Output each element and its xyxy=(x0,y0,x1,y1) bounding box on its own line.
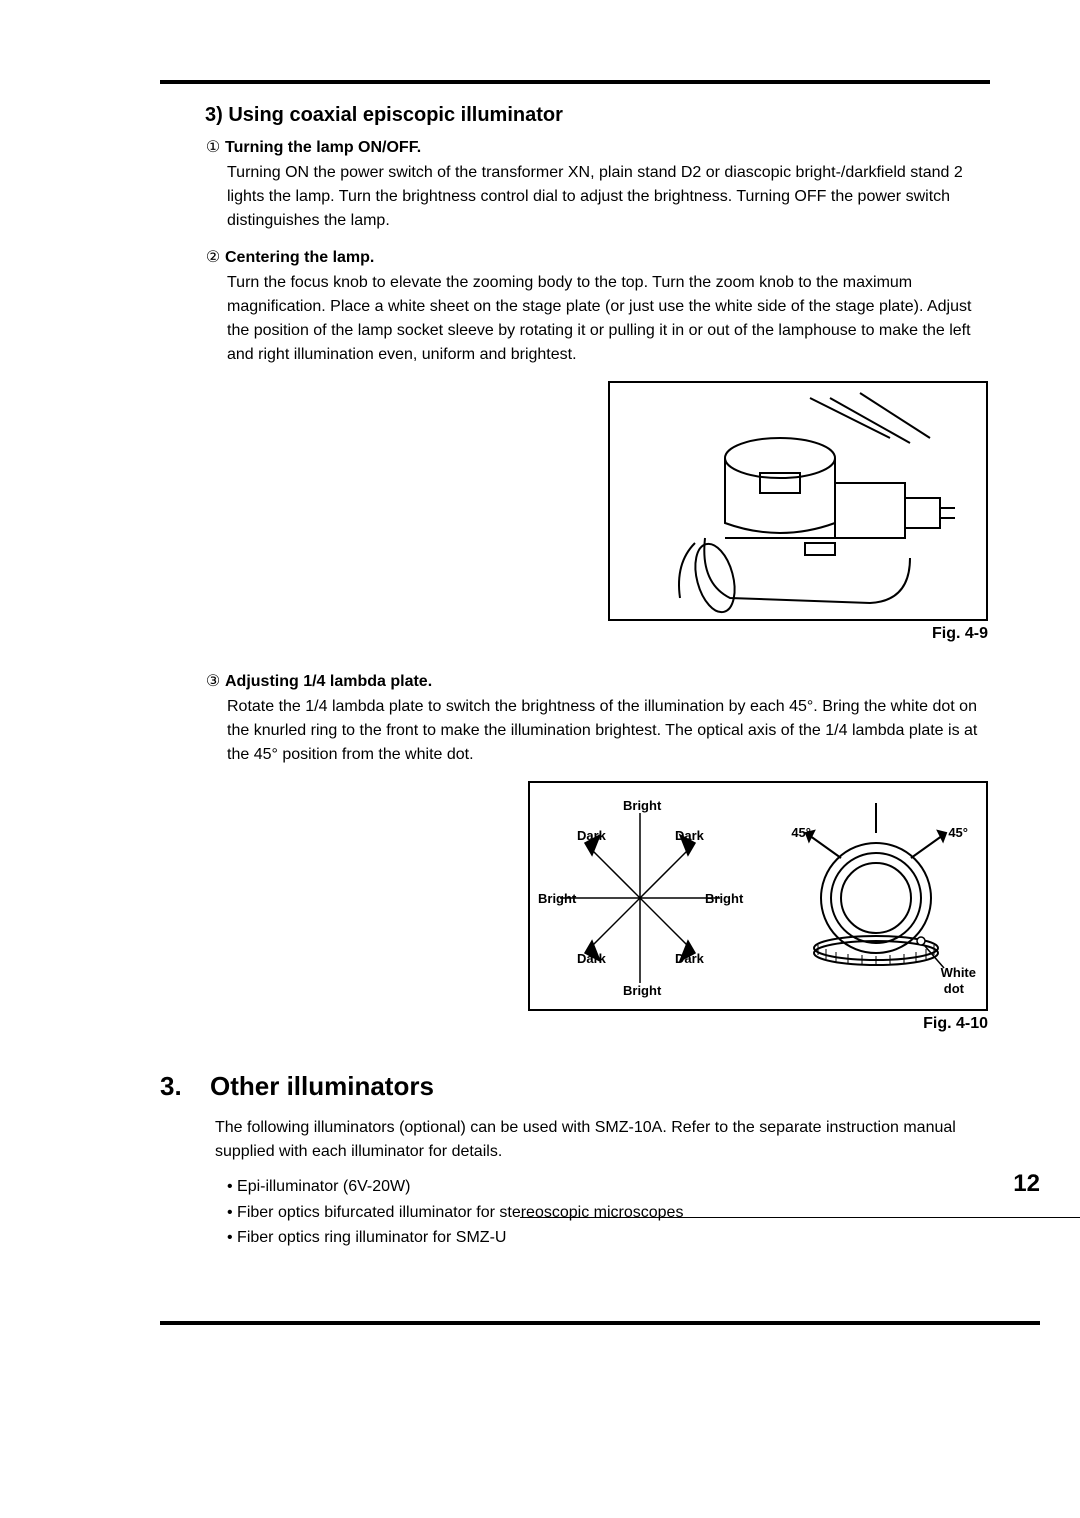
item-3-title-text: Adjusting 1/4 lambda plate. xyxy=(225,673,432,690)
major-heading: 3.Other illuminators xyxy=(160,1071,990,1102)
list-item: Fiber optics bifurcated illuminator for … xyxy=(227,1200,990,1226)
label-dark-br: Dark xyxy=(675,951,704,966)
item-2-body: Turn the focus knob to elevate the zoomi… xyxy=(227,271,990,367)
label-45-left: 45° xyxy=(791,825,811,840)
item-3: ③Adjusting 1/4 lambda plate. Rotate the … xyxy=(205,671,990,767)
item-1-title-text: Turning the lamp ON/OFF. xyxy=(225,139,421,156)
label-45-right: 45° xyxy=(948,825,968,840)
label-dot: dot xyxy=(944,981,964,996)
label-dark-tr: Dark xyxy=(675,828,704,843)
section-title: 3) Using coaxial episcopic illuminator xyxy=(205,104,990,127)
label-bright-right: Bright xyxy=(705,891,743,906)
item-2: ②Centering the lamp. Turn the focus knob… xyxy=(205,247,990,367)
item-3-body: Rotate the 1/4 lambda plate to switch th… xyxy=(227,695,990,767)
list-item: Fiber optics ring illuminator for SMZ-U xyxy=(227,1225,990,1251)
item-1: ①Turning the lamp ON/OFF. Turning ON the… xyxy=(205,137,990,233)
fig-4-10-caption: Fig. 4-10 xyxy=(150,1015,988,1033)
major-title: Other illuminators xyxy=(210,1071,434,1101)
label-bright-top: Bright xyxy=(623,798,661,813)
lamphouse-illustration xyxy=(610,383,990,623)
bottom-rule xyxy=(160,1321,1040,1325)
item-2-title-text: Centering the lamp. xyxy=(225,249,374,266)
label-white: White xyxy=(941,965,976,980)
figure-4-9 xyxy=(608,381,988,621)
label-bright-left: Bright xyxy=(538,891,576,906)
label-bright-bottom: Bright xyxy=(623,983,661,998)
major-intro: The following illuminators (optional) ca… xyxy=(215,1116,990,1164)
item-1-body: Turning ON the power switch of the trans… xyxy=(227,161,990,233)
item-1-marker: ① xyxy=(205,137,221,157)
major-num: 3. xyxy=(160,1071,210,1102)
item-3-marker: ③ xyxy=(205,671,221,691)
illuminator-list: Epi-illuminator (6V-20W) Fiber optics bi… xyxy=(227,1174,990,1251)
top-rule xyxy=(160,80,990,84)
item-2-marker: ② xyxy=(205,247,221,267)
item-2-title: ②Centering the lamp. xyxy=(205,247,990,267)
thin-rule xyxy=(520,1217,1080,1218)
label-dark-tl: Dark xyxy=(577,828,606,843)
item-1-title: ①Turning the lamp ON/OFF. xyxy=(205,137,990,157)
item-3-title: ③Adjusting 1/4 lambda plate. xyxy=(205,671,990,691)
figure-4-10: Bright Bright Bright Bright Dark Dark Da… xyxy=(528,781,988,1011)
list-item: Epi-illuminator (6V-20W) xyxy=(227,1174,990,1200)
label-dark-bl: Dark xyxy=(577,951,606,966)
page-number: 12 xyxy=(1013,1170,1040,1198)
fig-4-9-caption: Fig. 4-9 xyxy=(150,625,988,643)
